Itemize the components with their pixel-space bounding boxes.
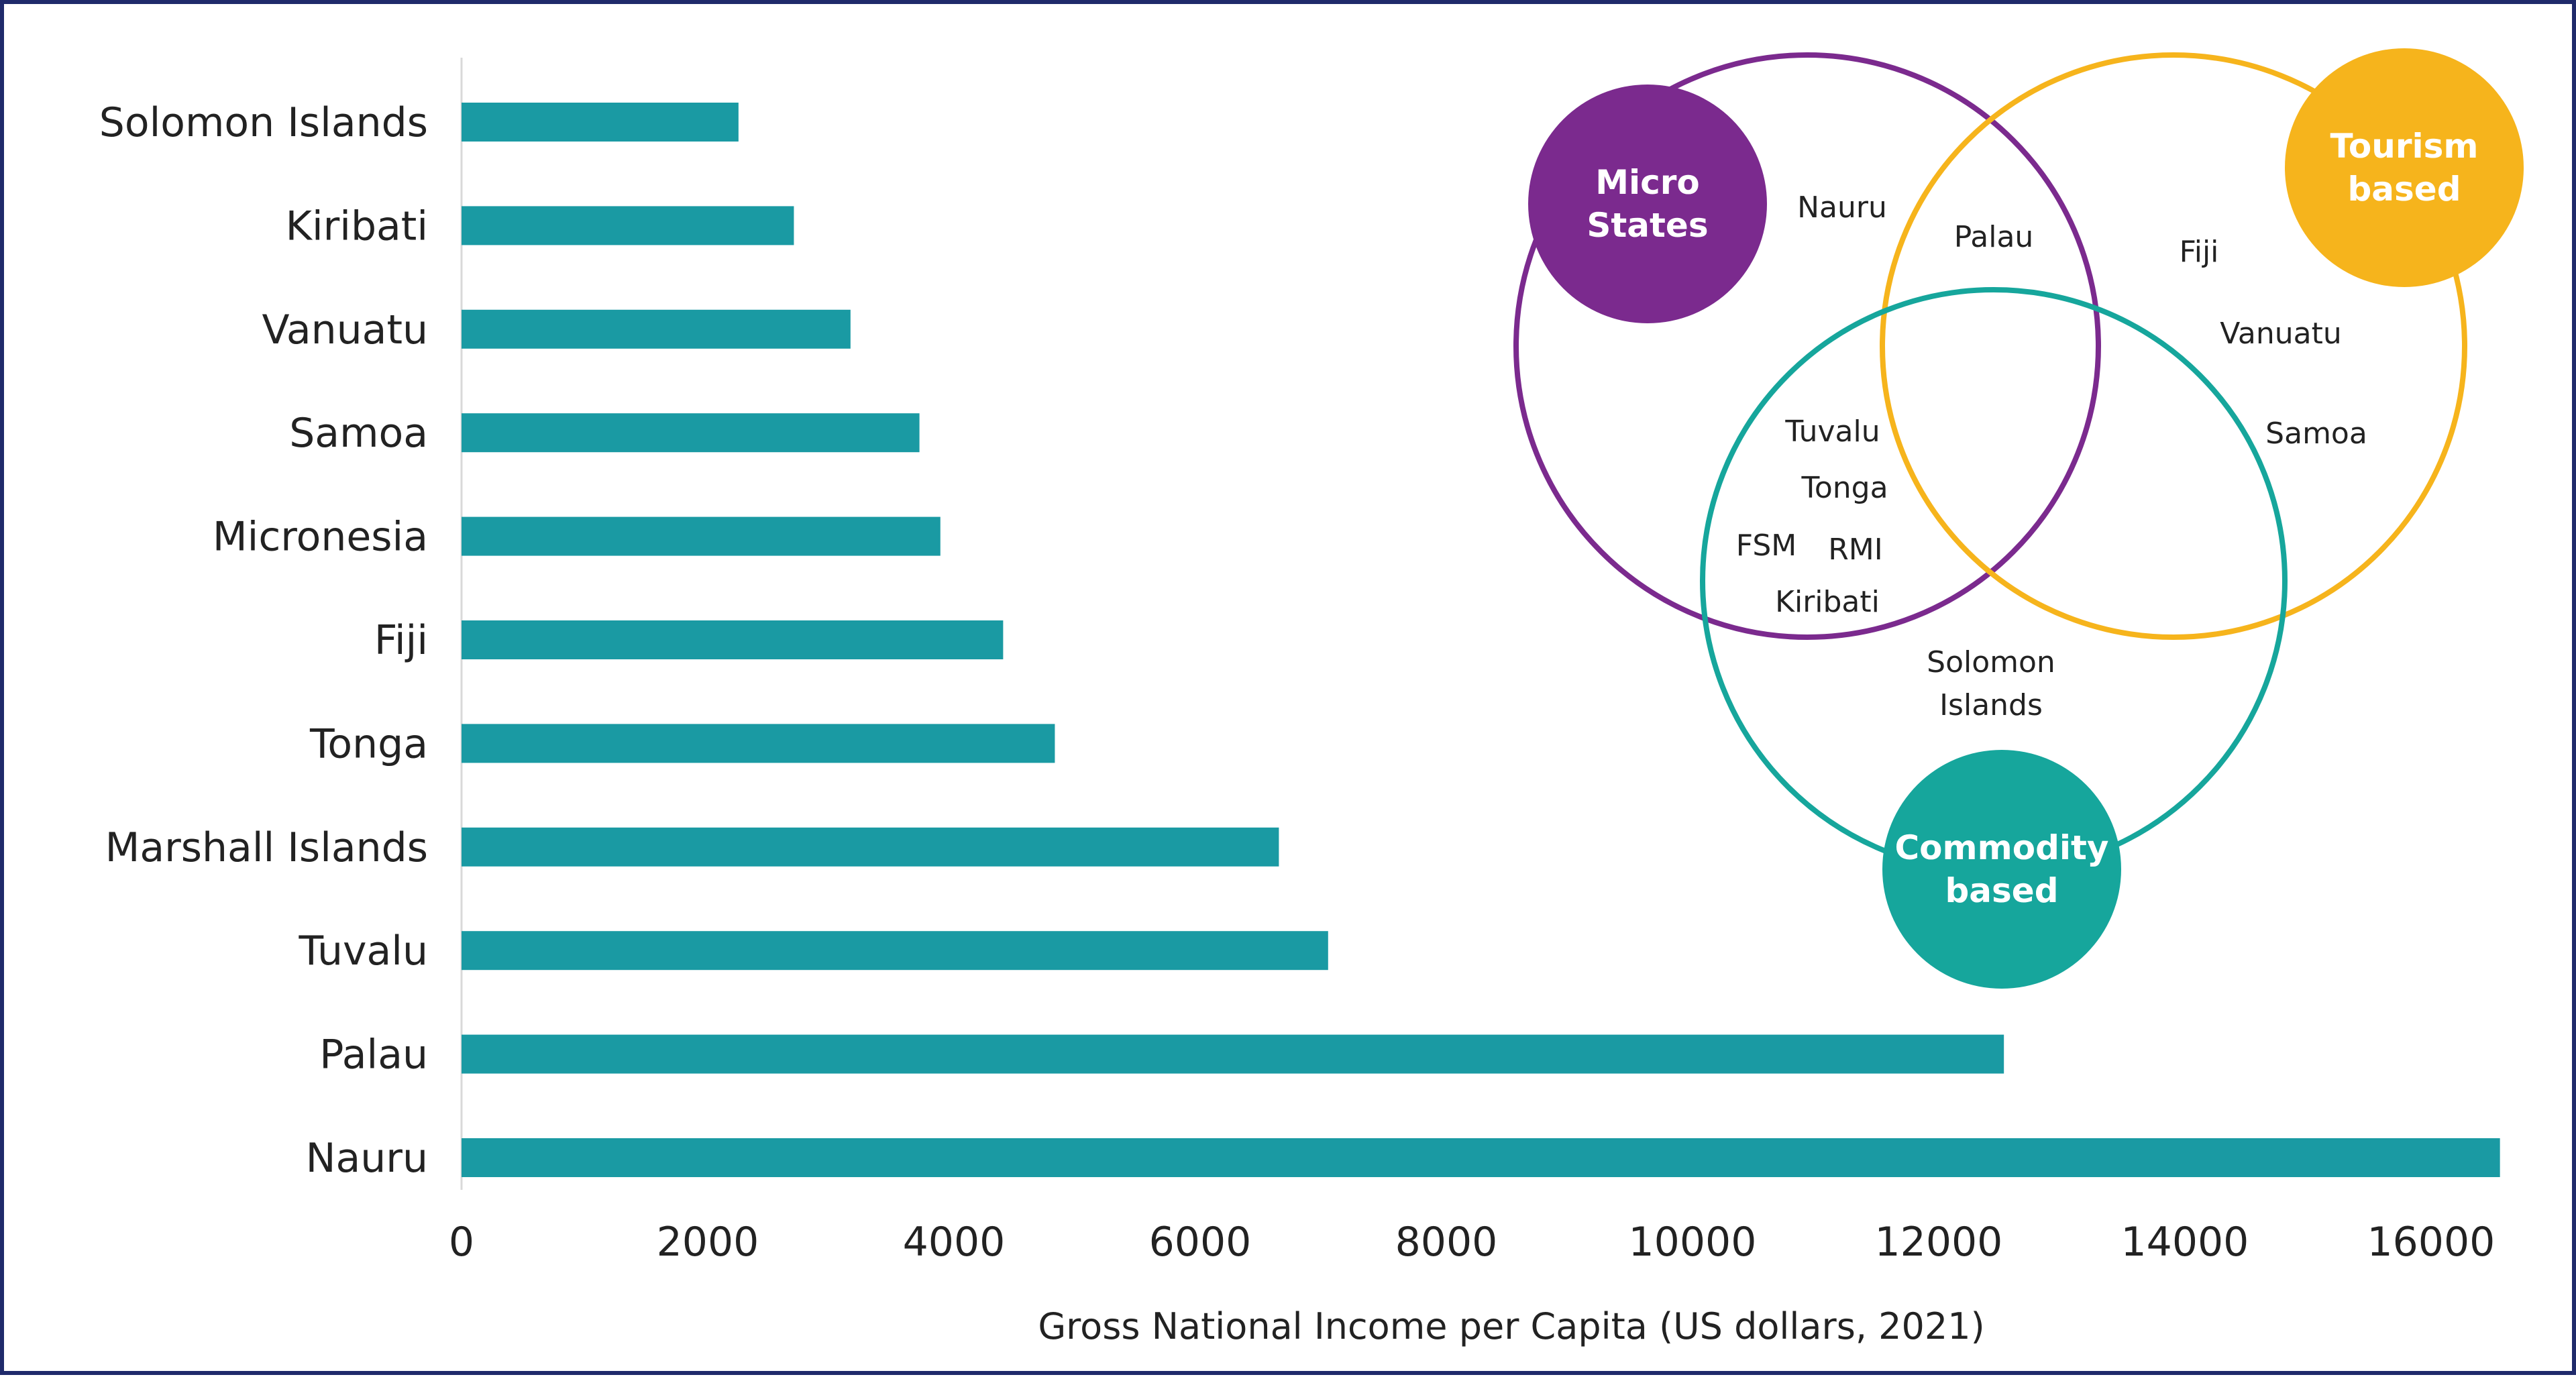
category-label: Palau [319, 1032, 428, 1079]
venn-member-label: Solomon [1927, 645, 2055, 679]
category-label: Tonga [309, 720, 428, 767]
category-label: Vanuatu [262, 307, 428, 353]
venn-title-commodity: based [1945, 871, 2059, 910]
venn-badge-tourism [2285, 48, 2524, 287]
x-tick-label: 6000 [1149, 1219, 1252, 1266]
venn-ring-micro [1513, 52, 2101, 640]
x-tick-labels: 0 2000 4000 6000 8000 10000 12000 14000 16000 [449, 1219, 2495, 1266]
bar-palau [462, 1034, 2004, 1074]
x-tick-label: 2000 [657, 1219, 759, 1266]
x-tick-label: 12000 [1874, 1219, 2002, 1266]
category-label: Fiji [374, 617, 428, 664]
venn-title-micro: Micro [1595, 163, 1700, 202]
venn-member-label: Vanuatu [2220, 317, 2342, 351]
category-label: Samoa [289, 410, 428, 457]
venn-title-micro: States [1587, 206, 1708, 245]
x-tick-label: 0 [449, 1219, 474, 1266]
venn-title-commodity: Commodity [1894, 828, 2108, 867]
bar-kiribati [462, 206, 794, 245]
bar-chart: Solomon IslandsKiribatiVanuatuSamoaMicro… [99, 48, 2524, 1347]
venn-member-label: Samoa [2265, 417, 2367, 451]
venn-badge-micro [1528, 85, 1767, 323]
bar-vanuatu [462, 309, 851, 349]
x-tick-label: 16000 [2367, 1219, 2495, 1266]
venn-member-label: Islands [1939, 688, 2043, 722]
bar-solomon-islands [462, 103, 739, 142]
venn-member-label: Fiji [2180, 235, 2219, 269]
bars-group [462, 103, 2500, 1177]
x-tick-label: 8000 [1395, 1219, 1498, 1266]
category-label: Marshall Islands [105, 824, 428, 871]
category-labels: Solomon Islands Kiribati Vanuatu Samoa Micro… [99, 99, 428, 1182]
bar-tonga [462, 724, 1055, 763]
venn-title-tourism: Tourism [2330, 127, 2478, 166]
venn-member-label: RMI [1828, 533, 1883, 567]
venn-title-tourism: based [2348, 170, 2461, 209]
category-label: Micronesia [213, 514, 428, 561]
venn-member-label: Nauru [1797, 190, 1887, 225]
venn-member-label: Kiribati [1775, 585, 1880, 619]
category-label: Kiribati [286, 203, 428, 250]
venn-member-label: Tuvalu [1784, 415, 1880, 449]
bar-marshall-islands [462, 827, 1279, 867]
x-axis-title: Gross National Income per Capita (US dol… [1038, 1305, 1984, 1347]
x-tick-label: 10000 [1629, 1219, 1757, 1266]
category-label: Solomon Islands [99, 99, 428, 146]
venn-badge-commodity [1882, 750, 2121, 989]
venn-member-label: Tonga [1801, 471, 1888, 505]
venn-member-label: FSM [1736, 529, 1796, 563]
category-label: Tuvalu [298, 928, 428, 975]
bar-samoa [462, 413, 920, 453]
bar-nauru [462, 1138, 2500, 1177]
bar-tuvalu [462, 931, 1328, 971]
x-tick-label: 4000 [903, 1219, 1006, 1266]
x-tick-label: 14000 [2121, 1219, 2249, 1266]
bar-fiji [462, 620, 1004, 659]
venn-member-label: Palau [1954, 220, 2034, 254]
category-label: Nauru [306, 1135, 428, 1182]
bar-micronesia [462, 516, 941, 556]
venn-diagram: Micro States Tourism based Commodity based Nau… [1513, 48, 2524, 989]
venn-ring-tourism [1880, 52, 2467, 640]
